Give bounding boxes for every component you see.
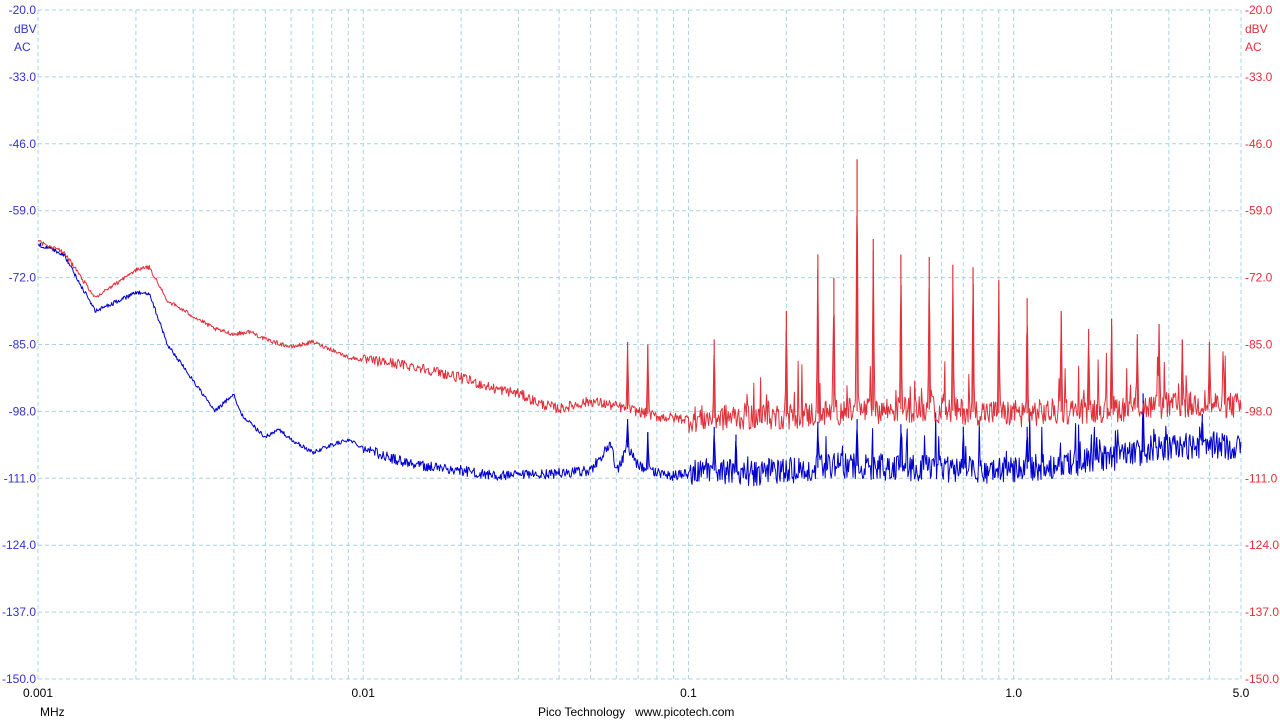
left-coupling-label: AC xyxy=(14,40,31,54)
left-y-tick-label: -150.0 xyxy=(2,672,36,686)
left-y-tick-label: -98.0 xyxy=(9,404,37,418)
right-unit-label: dBV xyxy=(1245,22,1268,36)
series-line xyxy=(37,242,1242,487)
right-y-tick-label: -59.0 xyxy=(1245,204,1273,218)
x-tick-label: 0.1 xyxy=(680,686,697,700)
right-y-tick-label: -46.0 xyxy=(1245,137,1273,151)
right-y-tick-label: -124.0 xyxy=(1245,538,1279,552)
left-y-tick-label: -137.0 xyxy=(2,605,36,619)
x-tick-label: 1.0 xyxy=(1005,686,1022,700)
series-line xyxy=(37,215,1242,433)
left-y-tick-label: -72.0 xyxy=(9,271,37,285)
left-y-tick-label: -85.0 xyxy=(9,338,37,352)
right-y-tick-label: -98.0 xyxy=(1245,404,1273,418)
right-y-tick-label: -85.0 xyxy=(1245,338,1273,352)
x-axis: 0.001 0.01 0.1 1.0 5.0 xyxy=(23,686,1250,700)
left-y-tick-label: -20.0 xyxy=(9,3,37,17)
right-y-axis: -20.0 -33.0 -46.0 -59.0 -72.0 -85.0 -98.0 -111.… xyxy=(1245,3,1279,686)
x-tick-label: 5.0 xyxy=(1233,686,1250,700)
left-y-tick-label: -111.0 xyxy=(4,471,37,485)
right-y-tick-label: -20.0 xyxy=(1245,3,1273,17)
left-y-axis: -20.0 -33.0 -46.0 -59.0 -72.0 -85.0 -98.0 -111.… xyxy=(2,3,36,686)
left-unit-label: dBV xyxy=(14,22,37,36)
footer-brand: Pico Technology xyxy=(538,705,625,719)
left-y-tick-label: -46.0 xyxy=(9,137,37,151)
right-coupling-label: AC xyxy=(1245,40,1262,54)
right-y-tick-label: -137.0 xyxy=(1245,605,1279,619)
right-y-tick-label: -111.0 xyxy=(1245,471,1278,485)
left-y-tick-label: -59.0 xyxy=(9,204,37,218)
x-tick-label: 0.01 xyxy=(352,686,376,700)
right-y-tick-label: -72.0 xyxy=(1245,271,1273,285)
right-y-tick-label: -150.0 xyxy=(1245,672,1279,686)
x-tick-label: 0.001 xyxy=(23,686,53,700)
series xyxy=(37,159,1242,487)
right-y-tick-label: -33.0 xyxy=(1245,70,1273,84)
left-y-tick-label: -33.0 xyxy=(9,70,37,84)
left-y-tick-label: -124.0 xyxy=(2,538,36,552)
footer-website[interactable]: www.picotech.com xyxy=(634,705,734,719)
x-unit-label: MHz xyxy=(40,705,65,719)
